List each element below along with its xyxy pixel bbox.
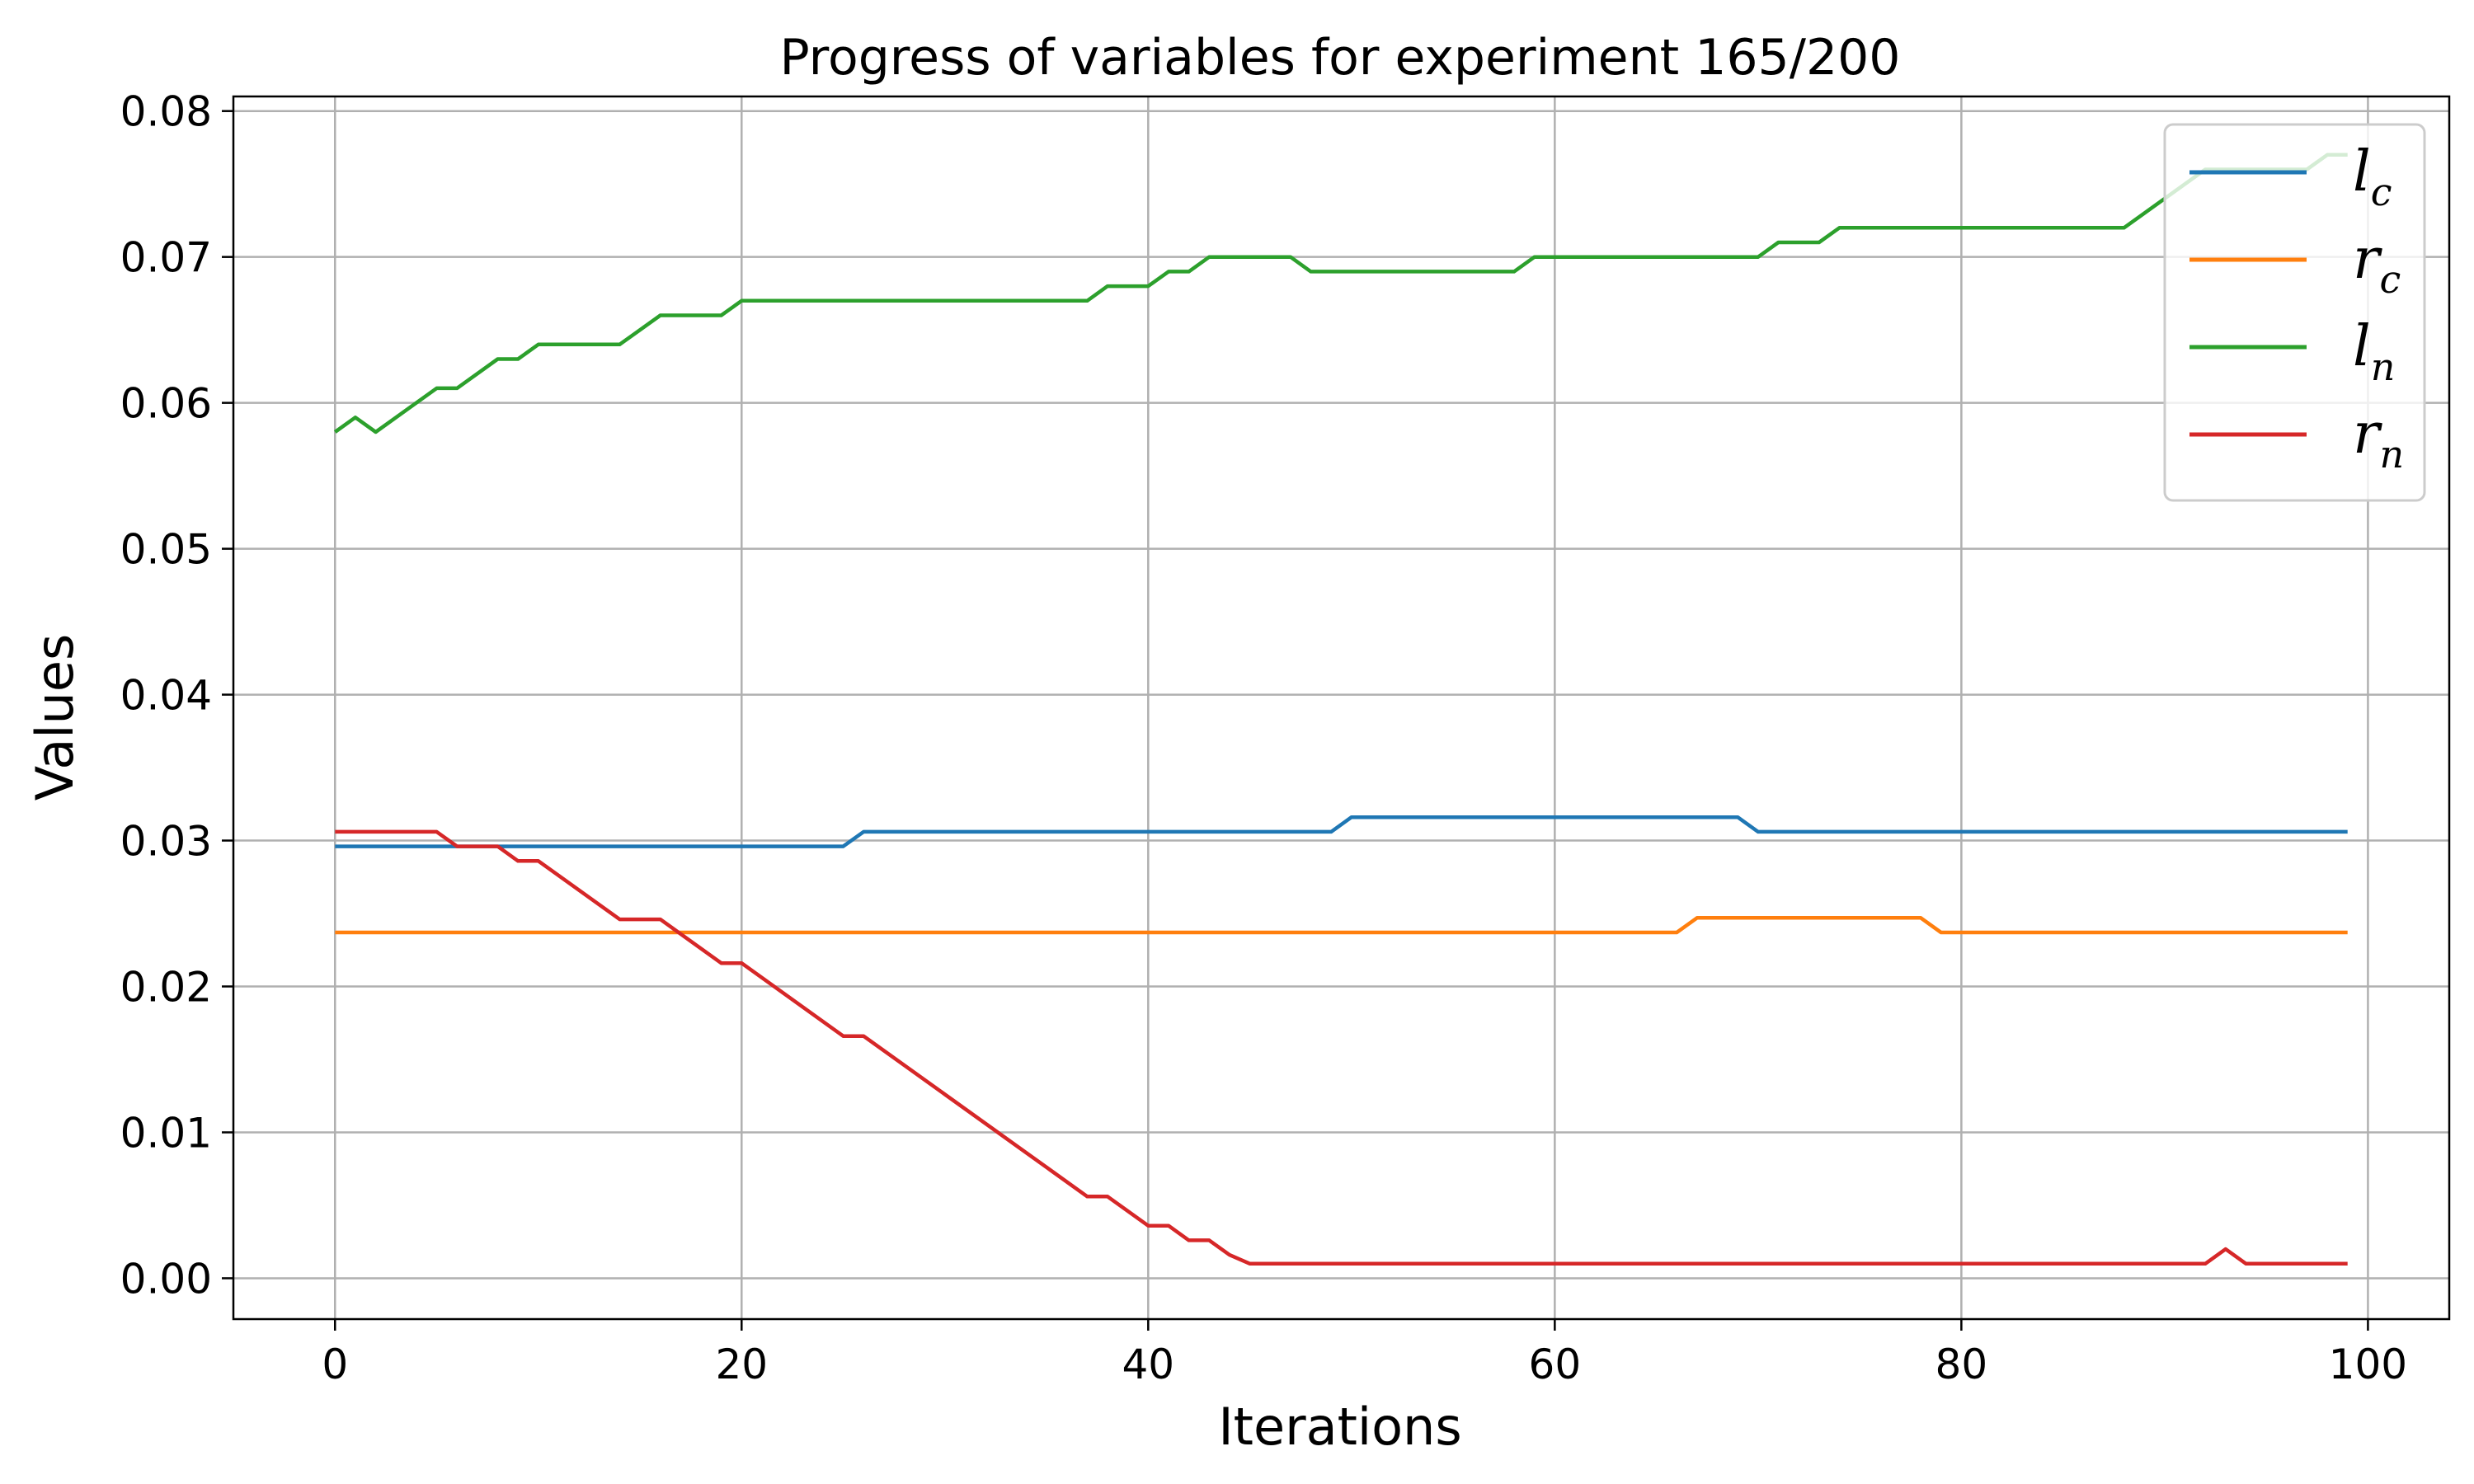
series-line-r-n — [335, 829, 2348, 1266]
y-tick-label: 0.04 — [120, 672, 212, 720]
x-tick-label: 20 — [715, 1341, 768, 1388]
y-tick-label: 0.01 — [120, 1109, 212, 1157]
y-tick-label: 0.05 — [120, 526, 212, 574]
x-tick-label: 80 — [1935, 1341, 1988, 1388]
y-tick-label: 0.02 — [120, 964, 212, 1012]
legend-label-r-c: rc — [2353, 227, 2401, 302]
plot-area-frame — [232, 95, 2451, 1321]
y-axis-label: Values — [25, 634, 85, 801]
x-tick-label: 0 — [322, 1341, 348, 1388]
x-tick-label: 40 — [1122, 1341, 1174, 1388]
y-tick-label: 0.08 — [120, 88, 212, 136]
legend-box — [2163, 123, 2426, 502]
y-tick-label: 0.03 — [120, 818, 212, 866]
x-axis: 0 20 40 60 80 100 — [322, 1319, 2407, 1388]
y-tick-label: 0.00 — [120, 1255, 212, 1303]
legend: lc rc ln rn — [2163, 123, 2426, 502]
y-axis: 0.00 0.01 0.02 0.03 0.04 0.05 0.06 0.07 0.08 — [120, 88, 233, 1303]
series-line-l-c — [335, 815, 2348, 848]
x-tick-label: 100 — [2329, 1341, 2407, 1388]
legend-label-r-n: rn — [2353, 402, 2404, 477]
series-line-r-c — [335, 916, 2348, 935]
x-axis-label: Iterations — [1218, 1397, 1461, 1457]
x-tick-label: 60 — [1529, 1341, 1582, 1388]
legend-label-l-n: ln — [2353, 314, 2395, 389]
chart-title: Progress of variables for experiment 165… — [780, 29, 1901, 87]
y-tick-label: 0.06 — [120, 380, 212, 428]
series-line-l-n — [333, 153, 2348, 434]
legend-label-l-c: lc — [2353, 139, 2392, 214]
y-tick-label: 0.07 — [120, 234, 212, 282]
series-group — [333, 153, 2348, 1266]
